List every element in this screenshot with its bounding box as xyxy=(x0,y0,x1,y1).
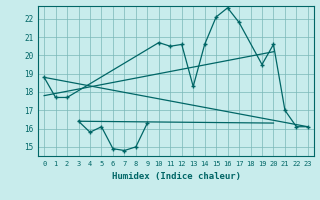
X-axis label: Humidex (Indice chaleur): Humidex (Indice chaleur) xyxy=(111,172,241,181)
